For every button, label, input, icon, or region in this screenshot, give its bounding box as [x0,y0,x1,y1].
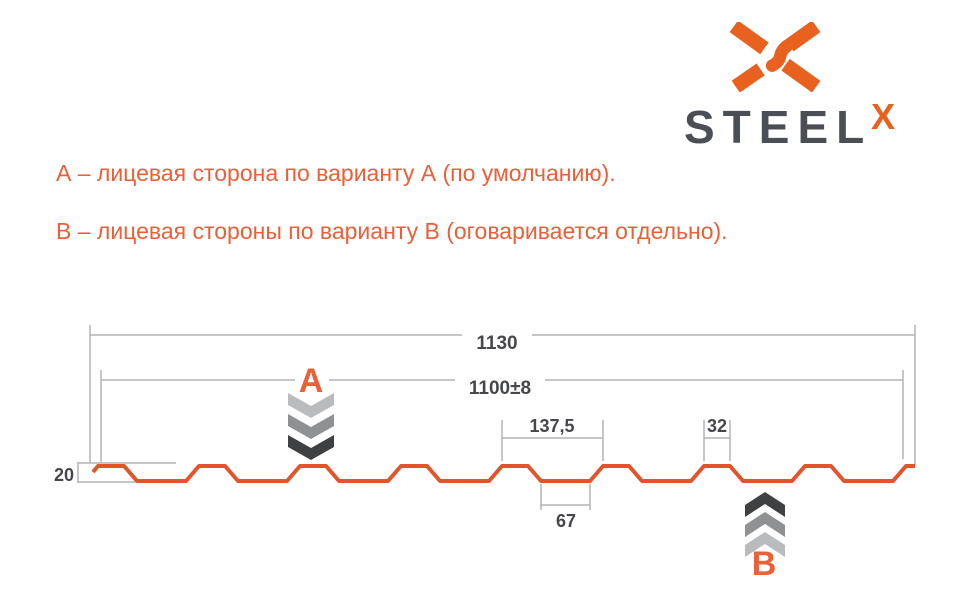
dim-label-rib-pitch: 137,5 [529,416,574,436]
chevron-down-icon [288,414,334,439]
brand-wordmark: STEEL [684,101,873,153]
side-b-marker: B [745,492,785,583]
x-bottom-right-bar [781,58,821,92]
x-top-right-bar [785,22,821,52]
profile-drawing: A B 1130 1100±8 137,5 32 67 20 [54,325,916,583]
legend-variant-b: В – лицевая стороны по варианту В (огова… [56,217,728,244]
profile-outline [91,464,915,483]
legend-variant-a: А – лицевая сторона по варианту А (по ум… [56,160,616,186]
dim-label-overall-width: 1130 [476,333,517,354]
dim-bracket-rib-top [703,420,731,461]
chevron-down-icon [288,435,334,460]
chevron-up-icon [745,492,785,517]
dim-label-rib-top-width: 32 [707,416,727,436]
chevron-down-icon [288,393,334,418]
dim-bracket-rib-pitch [501,420,604,461]
dim-label-rib-bottom-width: 67 [556,511,576,531]
dim-label-profile-height: 20 [54,465,74,485]
side-b-label: B [752,545,777,583]
marker-a-backplate [295,366,329,394]
dim-label-working-width: 1100±8 [469,378,531,399]
dim-bracket-rib-bottom [540,484,591,510]
x-top-left-bar [729,22,769,55]
side-a-label: A [299,362,324,400]
x-center-s-link [765,39,794,72]
x-bottom-left-bar [731,63,765,92]
brand-superscript-x: X [871,96,896,137]
dimension-lines [77,325,916,510]
side-a-marker: A [288,362,334,460]
chevron-up-icon [745,512,785,537]
steelx-x-icon [729,22,821,92]
chevron-up-icon [745,532,785,557]
legend: А – лицевая сторона по варианту А (по ум… [56,159,728,275]
